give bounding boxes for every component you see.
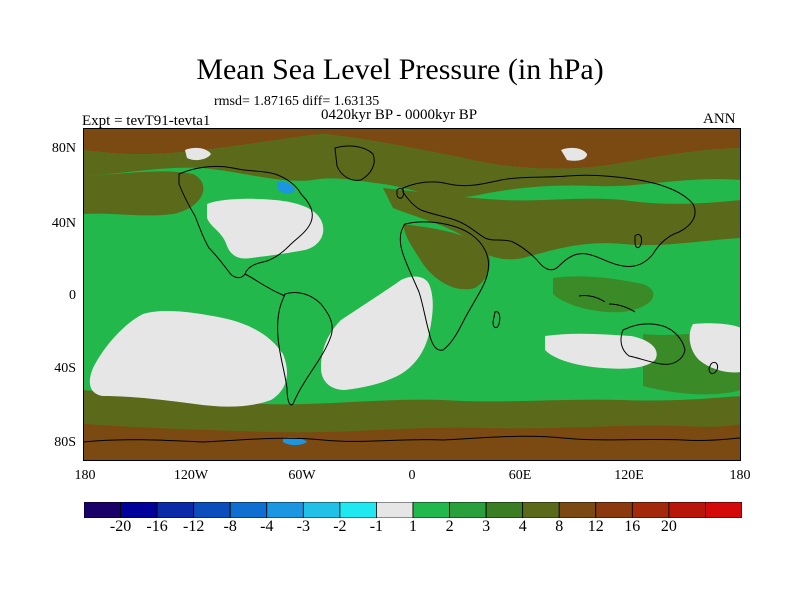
colorbar-swatch [412, 501, 450, 519]
north-pacific-olive [83, 171, 204, 216]
coastlines [83, 145, 741, 443]
colorbar-label: 16 [624, 518, 641, 535]
south-atlantic-neutral-region [321, 276, 433, 390]
colorbar [83, 501, 743, 519]
colorbar-label: 2 [445, 518, 454, 535]
map-frame [83, 128, 741, 461]
y-tick-label: 40N [51, 216, 76, 231]
colorbar-label: 12 [587, 518, 604, 535]
page-title: Mean Sea Level Pressure (in hPa) [196, 53, 604, 86]
south-pacific-neutral-region [89, 311, 287, 407]
season-label: ANN [703, 111, 736, 127]
antarctic-negative-patch [283, 437, 307, 445]
period-label: 0420kyr BP - 0000kyr BP [321, 107, 478, 123]
map-panel [83, 128, 741, 461]
x-tick-label: 120W [173, 468, 209, 483]
colorbar-swatch [705, 501, 743, 519]
colorbar-swatch [376, 501, 414, 519]
x-tick-label: 0 [408, 468, 416, 483]
colorbar-swatch [558, 501, 597, 519]
x-tick-label: 180 [74, 468, 96, 483]
colorbar-swatch [83, 501, 121, 519]
colorbar-swatch [266, 501, 304, 519]
colorbar-label: 1 [409, 518, 417, 535]
colorbar-swatches [83, 501, 743, 519]
x-tick-label: 60E [508, 468, 532, 483]
colorbar-label: 4 [518, 518, 527, 535]
colorbar-label: -4 [260, 518, 274, 535]
y-tick-label: 40S [54, 361, 76, 376]
y-tick-label: 80S [54, 435, 76, 450]
colorbar-label: 8 [555, 518, 564, 535]
tasman-neutral-region [689, 323, 741, 373]
colorbar-label: -16 [146, 518, 168, 535]
colorbar-swatch [631, 501, 670, 519]
colorbar-swatch [120, 501, 158, 519]
colorbar-swatch [485, 501, 524, 519]
y-tick-label: 0 [69, 288, 76, 303]
colorbar-swatch [668, 501, 706, 519]
stats-label: rmsd= 1.87165 diff= 1.63135 [214, 94, 380, 109]
hudson-negative-patch [277, 181, 295, 194]
colorbar-label: -2 [333, 518, 347, 535]
arctic-neutral-patch [185, 147, 211, 161]
x-tick-label: 60W [288, 468, 316, 483]
indian-ocean-neutral-region [545, 333, 657, 369]
africa-olive [403, 224, 490, 290]
colorbar-swatch [339, 501, 377, 519]
colorbar-swatch [193, 501, 231, 519]
colorbar-swatch [522, 501, 560, 519]
greenland-neutral-patch [561, 147, 587, 161]
colorbar-label: -3 [296, 518, 310, 535]
colorbar-label: -8 [223, 518, 237, 535]
colorbar-label: -12 [183, 518, 205, 535]
x-tick-label: 180 [729, 468, 751, 483]
y-tick-label: 80N [51, 141, 76, 156]
colorbar-label: -20 [109, 518, 132, 535]
colorbar-swatch [449, 501, 487, 519]
x-tick-label: 120E [614, 468, 644, 483]
pressure-map [83, 128, 741, 461]
colorbar-swatch [156, 501, 195, 519]
colorbar-swatch [595, 501, 633, 519]
arctic-olive-band [83, 134, 741, 198]
colorbar-label: 20 [660, 518, 677, 535]
indian-ocean-mid [553, 276, 654, 313]
antarctic-high-region [83, 424, 741, 461]
colorbar-swatch [229, 501, 268, 519]
colorbar-swatch [302, 501, 341, 519]
experiment-label: Expt = tevT91-tevta1 [82, 113, 211, 129]
colorbar-label: 3 [482, 518, 491, 535]
north-america-neutral-region [207, 198, 324, 259]
colorbar-label: -1 [369, 518, 384, 535]
